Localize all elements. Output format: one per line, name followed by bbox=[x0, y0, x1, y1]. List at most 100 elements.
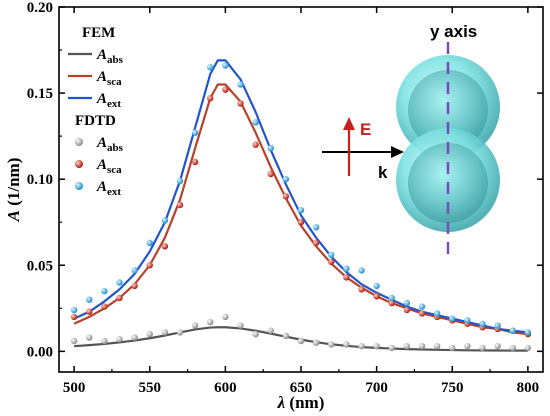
fdtd-ext-point bbox=[388, 294, 395, 302]
fdtd-ext-point bbox=[101, 287, 108, 295]
x-axis-title: λ (nm) bbox=[277, 393, 325, 412]
fdtd-ext-point bbox=[449, 315, 456, 322]
legend-header-fem: FEM bbox=[82, 25, 115, 41]
y-tick-label: 0.15 bbox=[27, 86, 53, 102]
x-tick-label: 550 bbox=[139, 380, 162, 396]
y-tick-label: 0.20 bbox=[27, 0, 53, 16]
fdtd-sca-point bbox=[222, 86, 229, 93]
fdtd-abs-point bbox=[433, 342, 441, 350]
e-field-arrow bbox=[343, 117, 355, 176]
fdtd-abs-point bbox=[146, 330, 153, 338]
fdtd-abs-point bbox=[494, 342, 501, 350]
e-label: E bbox=[360, 120, 371, 139]
fdtd-ext-point bbox=[418, 303, 426, 310]
fdtd-sca-point bbox=[403, 306, 411, 314]
fdtd-ext-point bbox=[207, 64, 214, 71]
fdtd-sca-point bbox=[373, 293, 380, 300]
axes: 500 550 600 650 700 750 800 0.00 0.05 0.10 0.15 0.2… bbox=[4, 0, 544, 412]
fdtd-abs-point bbox=[479, 344, 486, 352]
fdtd-abs-point bbox=[267, 327, 274, 334]
fdtd-ext-point bbox=[146, 239, 153, 247]
fdtd-abs-point bbox=[418, 342, 426, 350]
fdtd-sca-point bbox=[252, 141, 259, 148]
fdtd-ext-point bbox=[464, 317, 471, 324]
fdtd-abs-point bbox=[282, 332, 290, 340]
fdtd-ext-point bbox=[509, 327, 516, 334]
fdtd-sca-point bbox=[297, 219, 305, 226]
fdtd-ext-point bbox=[479, 320, 486, 327]
x-tick-label: 600 bbox=[214, 380, 237, 396]
y-tick-label: 0.00 bbox=[27, 344, 53, 360]
fdtd-ext-point bbox=[524, 329, 532, 336]
y-axis-label: y axis bbox=[430, 22, 477, 41]
fdtd-abs-point bbox=[116, 336, 123, 343]
fdtd-ext-point bbox=[131, 267, 138, 274]
fdtd-ext-point bbox=[312, 224, 320, 231]
fem-abs-line bbox=[74, 326, 528, 352]
fdtd-ext-point bbox=[328, 251, 335, 259]
fdtd-sca-point bbox=[131, 282, 138, 290]
fdtd-ext-point bbox=[161, 217, 169, 224]
fdtd-ext-point bbox=[237, 81, 244, 88]
fdtd-sca-point bbox=[358, 286, 365, 293]
fdtd-sca-point bbox=[70, 313, 78, 321]
y-tick-label: 0.05 bbox=[27, 258, 53, 274]
fdtd-sca-point bbox=[282, 193, 290, 200]
fdtd-abs-point bbox=[131, 334, 138, 341]
fdtd-abs-point bbox=[191, 322, 199, 329]
fdtd-abs-point bbox=[176, 329, 184, 336]
fdtd-ext-point bbox=[343, 265, 350, 272]
fdtd-abs-point bbox=[101, 337, 108, 345]
fdtd-abs-point bbox=[403, 342, 411, 350]
fdtd-abs-point bbox=[524, 344, 532, 352]
fdtd-abs-point bbox=[358, 342, 365, 350]
k-label: k bbox=[378, 163, 388, 182]
fdtd-ext-point bbox=[191, 129, 199, 136]
fdtd-abs-point bbox=[312, 339, 320, 346]
fdtd-sca-point bbox=[343, 274, 350, 281]
k-arrow bbox=[322, 146, 404, 158]
fdtd-abs-point bbox=[86, 334, 93, 341]
fdtd-abs-point bbox=[207, 318, 214, 326]
x-tick-label: 650 bbox=[290, 380, 313, 396]
fdtd-sca-point bbox=[328, 258, 335, 266]
y-tick-label: 0.10 bbox=[27, 172, 53, 188]
fdtd-ext-point bbox=[267, 144, 274, 152]
fdtd-ext-point bbox=[297, 206, 305, 214]
legend: FEM Aabs Asca Aext FDTD Aabs Asca Aext bbox=[68, 25, 124, 198]
legend-swatch-fdtd-abs bbox=[75, 138, 83, 146]
fdtd-ext-point bbox=[252, 119, 259, 126]
y-axis-title: A (1/nm) bbox=[4, 158, 23, 223]
fdtd-abs-point bbox=[252, 330, 259, 338]
dimer-inset: y axis k E bbox=[322, 22, 500, 262]
fdtd-abs-point bbox=[449, 344, 456, 352]
fdtd-sca-point bbox=[86, 308, 93, 315]
fdtd-sca-point bbox=[146, 262, 153, 269]
legend-label-fem-ext: Aext bbox=[96, 91, 121, 110]
fdtd-ext-point bbox=[358, 267, 365, 274]
x-tick-label: 500 bbox=[63, 380, 86, 396]
fdtd-abs-point bbox=[373, 342, 380, 350]
x-tick-label: 700 bbox=[365, 380, 388, 396]
fdtd-ext-point bbox=[86, 296, 93, 303]
fdtd-sca-point bbox=[418, 310, 426, 317]
fdtd-ext-point bbox=[433, 310, 441, 317]
fdtd-ext-point bbox=[494, 322, 501, 329]
fdtd-abs-point bbox=[222, 313, 229, 321]
legend-swatch-fdtd-sca bbox=[75, 160, 83, 168]
fdtd-abs-point bbox=[343, 341, 350, 348]
fdtd-sca-point bbox=[116, 294, 123, 302]
fdtd-abs-point bbox=[328, 341, 335, 348]
fdtd-abs-point bbox=[237, 322, 244, 329]
fdtd-sca-point bbox=[176, 201, 184, 209]
fdtd-abs-point bbox=[388, 344, 395, 352]
fdtd-ext-point bbox=[282, 175, 290, 183]
series-group bbox=[70, 59, 532, 352]
legend-header-fdtd: FDTD bbox=[75, 113, 116, 129]
fdtd-ext-point bbox=[116, 279, 123, 286]
legend-label-fdtd-abs: Aabs bbox=[96, 135, 124, 154]
fdtd-abs-point bbox=[464, 342, 471, 350]
legend-label-fem-abs: Aabs bbox=[96, 47, 124, 66]
fdtd-ext-point bbox=[222, 62, 229, 69]
